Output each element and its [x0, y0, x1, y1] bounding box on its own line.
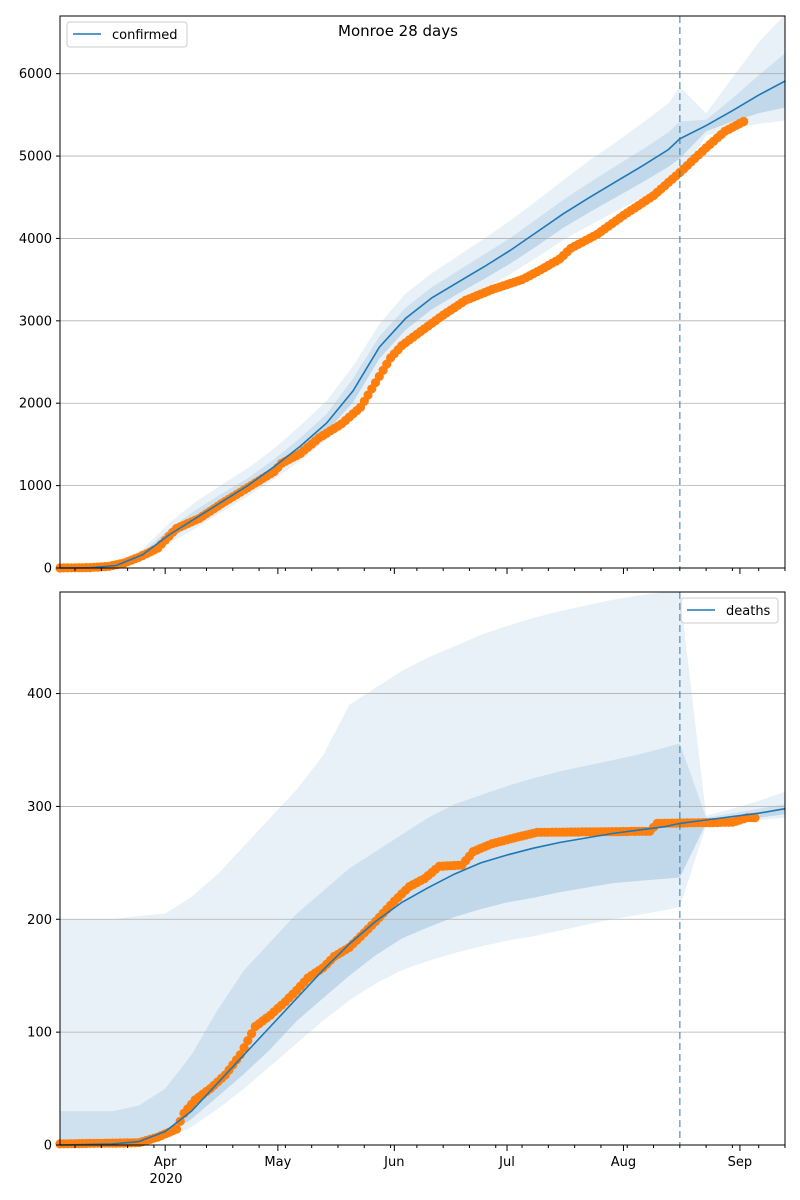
central-prediction-band [679, 808, 785, 878]
inner-prediction-band [60, 121, 680, 568]
x-tick-label: Sep [728, 1155, 753, 1170]
x-tick-label: Apr [154, 1155, 177, 1170]
y-tick-label: 0 [44, 1139, 52, 1154]
deaths-legend-box [680, 597, 779, 624]
y-tick-label: 2000 [19, 397, 52, 412]
inner-prediction-band [679, 743, 785, 878]
confirmed-observed-points [55, 116, 749, 573]
deaths-axes-frame [59, 591, 786, 1146]
confirmed-y-axis: 0 1000 2000 3000 4000 5000 6000 [19, 67, 60, 577]
observed-point [239, 1043, 249, 1053]
inner-prediction-band [60, 743, 680, 1145]
deaths-x-axis: Apr May Jun Jul Aug Sep [74, 1145, 786, 1170]
observed-point [739, 116, 749, 127]
x-tick-label: Jul [498, 1155, 515, 1170]
central-prediction-band [60, 823, 680, 1145]
y-tick-label: 100 [27, 1026, 52, 1041]
x-axis-year-label: 2020 [149, 1172, 182, 1187]
confirmed-prediction-bands [60, 14, 785, 569]
deaths-legend-label: deaths [726, 604, 771, 619]
y-tick-label: 5000 [19, 150, 52, 165]
y-tick-label: 4000 [19, 232, 52, 247]
median-line [59, 807, 786, 1146]
outer-prediction-band [679, 14, 785, 176]
inner-prediction-band [679, 53, 785, 159]
x-tick-label: May [264, 1155, 291, 1170]
observed-point [247, 1029, 257, 1039]
central-prediction-band [679, 81, 785, 159]
observed-point [243, 1036, 253, 1046]
confirmed-panel: 0 1000 2000 3000 4000 5000 6000 confirmed [19, 14, 786, 577]
deaths-prediction-bands [60, 592, 785, 1145]
y-tick-label: 300 [27, 800, 52, 815]
y-tick-label: 6000 [19, 67, 52, 82]
observed-point [750, 813, 760, 823]
deaths-legend: deaths [680, 597, 779, 624]
x-tick-label: Jun [383, 1155, 404, 1170]
y-tick-label: 3000 [19, 314, 52, 329]
x-tick-label: Aug [611, 1155, 636, 1170]
central-prediction-band [60, 138, 680, 569]
y-tick-label: 400 [27, 687, 52, 702]
deaths-gridlines [60, 693, 785, 1033]
figure-title: Monroe 28 days [338, 22, 458, 40]
y-tick-label: 1000 [19, 479, 52, 494]
y-tick-label: 0 [44, 562, 52, 577]
confirmed-x-ticks [74, 568, 786, 574]
deaths-median-line [59, 807, 786, 1146]
confirmed-legend-label: confirmed [112, 28, 178, 43]
confirmed-legend: confirmed [66, 21, 188, 48]
confirmed-axes-frame [59, 15, 786, 569]
y-tick-label: 200 [27, 913, 52, 928]
outer-prediction-band [60, 592, 680, 1145]
confirmed-median-line [59, 80, 786, 569]
median-line [59, 80, 786, 569]
observed-point [171, 1124, 182, 1134]
deaths-y-axis: 0 100 200 300 400 [27, 687, 60, 1154]
confirmed-gridlines [60, 73, 785, 487]
confirmed-legend-box [66, 21, 188, 48]
